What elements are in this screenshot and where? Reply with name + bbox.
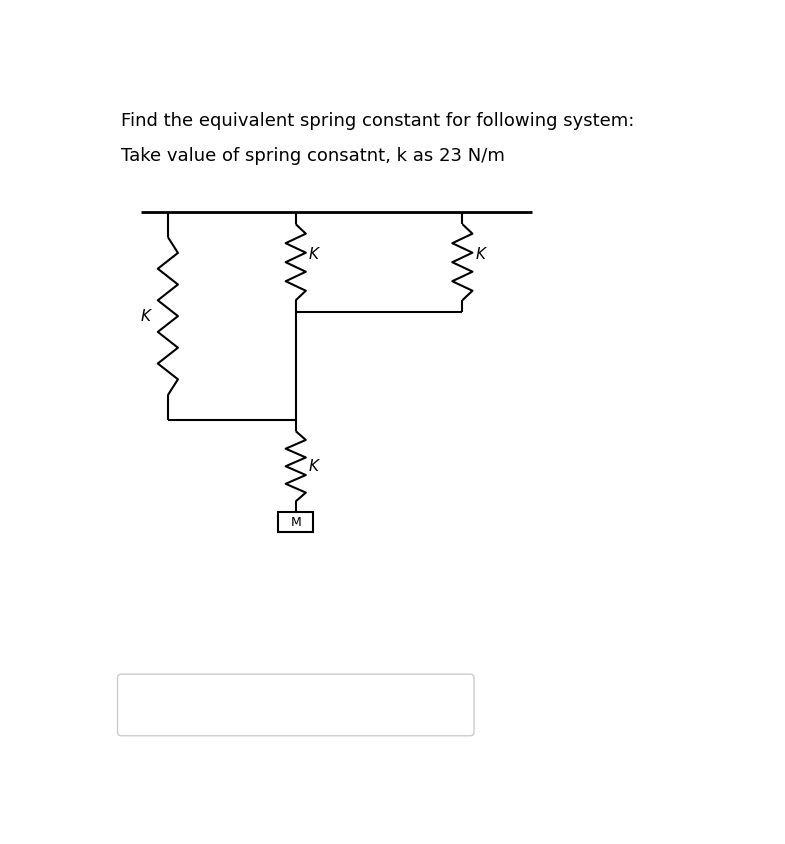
Text: K: K bbox=[309, 459, 319, 473]
Text: K: K bbox=[476, 247, 486, 262]
Text: M: M bbox=[290, 516, 301, 528]
Text: K: K bbox=[309, 247, 319, 262]
Text: Take value of spring consatnt, k as 23 N/m: Take value of spring consatnt, k as 23 N… bbox=[122, 147, 506, 165]
FancyBboxPatch shape bbox=[279, 512, 313, 532]
Text: K: K bbox=[141, 309, 151, 323]
Text: Find the equivalent spring constant for following system:: Find the equivalent spring constant for … bbox=[122, 112, 635, 130]
FancyBboxPatch shape bbox=[118, 674, 474, 736]
